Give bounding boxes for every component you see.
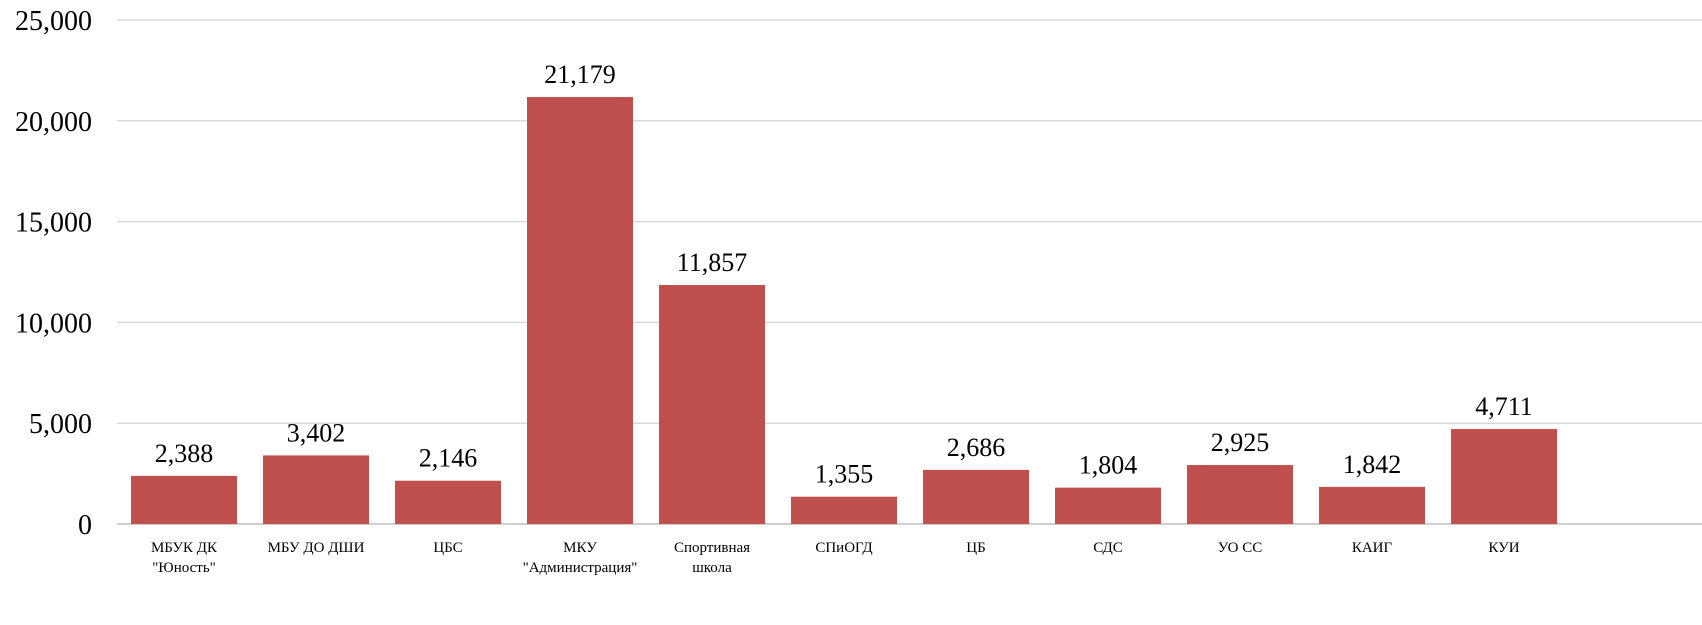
bar bbox=[263, 455, 369, 524]
data-label: 1,842 bbox=[1343, 450, 1402, 479]
y-tick-label: 0 bbox=[78, 510, 92, 541]
x-tick-label: МКУ bbox=[563, 540, 597, 556]
x-tick-label: УО СС bbox=[1218, 540, 1262, 556]
bar bbox=[791, 496, 897, 524]
x-tick-label: школа bbox=[692, 560, 732, 576]
bar bbox=[395, 480, 501, 524]
data-label: 2,686 bbox=[947, 433, 1006, 462]
x-tick-label: СДС bbox=[1093, 540, 1123, 556]
data-label: 21,179 bbox=[544, 60, 616, 89]
bar bbox=[131, 475, 237, 524]
bars bbox=[131, 97, 1557, 524]
y-axis-tick-labels: 0 5,000 10,000 15,000 20,000 25,000 bbox=[15, 6, 92, 541]
y-tick-label: 15,000 bbox=[15, 208, 92, 239]
x-tick-label: "Юность" bbox=[152, 560, 216, 576]
x-tick-label: МБУ ДО ДШИ bbox=[268, 540, 365, 556]
x-tick-label: КУИ bbox=[1488, 540, 1519, 556]
x-tick-label: СПиОГД bbox=[815, 540, 872, 556]
bar bbox=[1451, 429, 1557, 524]
x-tick-label: КАИГ bbox=[1352, 540, 1393, 556]
data-label: 1,355 bbox=[815, 460, 874, 489]
x-axis-tick-labels: МБУК ДК "Юность" МБУ ДО ДШИ ЦБС МКУ "Админист… bbox=[151, 540, 1520, 576]
x-tick-label: МБУК ДК bbox=[151, 540, 218, 556]
gridlines bbox=[117, 19, 1702, 525]
data-labels: 2,388 3,402 2,146 21,179 11,857 1,355 2,686 1,8… bbox=[155, 60, 1533, 489]
x-tick-label: ЦБ bbox=[966, 540, 985, 556]
data-label: 1,804 bbox=[1079, 451, 1138, 480]
data-label: 2,388 bbox=[155, 439, 214, 468]
bar bbox=[923, 469, 1029, 524]
data-label: 2,925 bbox=[1211, 428, 1270, 457]
x-tick-label: "Администрация" bbox=[523, 560, 638, 576]
bar bbox=[1319, 486, 1425, 524]
data-label: 3,402 bbox=[287, 418, 346, 447]
bar bbox=[1055, 487, 1161, 524]
y-tick-label: 25,000 bbox=[15, 6, 92, 37]
data-label: 11,857 bbox=[677, 248, 748, 277]
y-tick-label: 10,000 bbox=[15, 308, 92, 339]
bar bbox=[1187, 465, 1293, 524]
bar bbox=[659, 284, 765, 524]
data-label: 2,146 bbox=[419, 444, 478, 473]
y-tick-label: 20,000 bbox=[15, 107, 92, 138]
data-label: 4,711 bbox=[1475, 392, 1533, 421]
x-tick-label: ЦБС bbox=[433, 540, 462, 556]
y-tick-label: 5,000 bbox=[29, 409, 92, 440]
bar bbox=[527, 97, 633, 524]
x-tick-label: Спортивная bbox=[674, 540, 750, 556]
